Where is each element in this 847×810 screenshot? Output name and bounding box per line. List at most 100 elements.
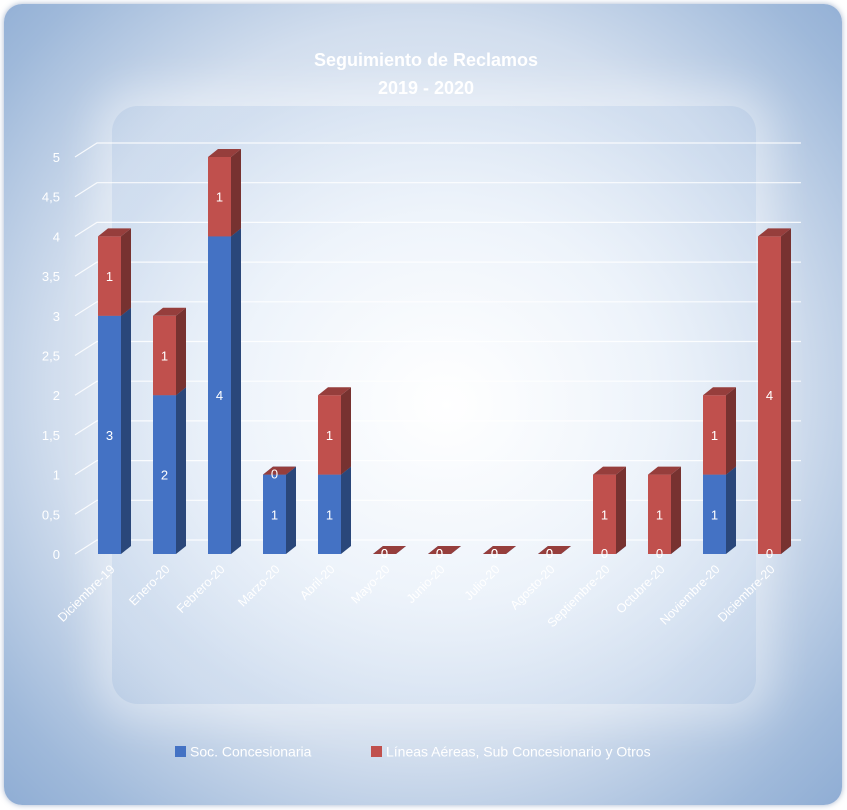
bar-top [703,387,736,396]
bar-segment [98,315,121,554]
legend: Soc. Concesionaria Líneas Aéreas, Sub Co… [175,744,651,760]
gridline [74,301,801,317]
bar-stack [483,546,516,554]
bar-side [616,466,626,554]
bar-side [286,466,296,554]
data-label: 0 [546,546,553,561]
legend-label-lineas-aereas: Líneas Aéreas, Sub Concesionario y Otros [386,744,651,760]
bar-top [318,387,351,396]
bar-stack [318,387,351,554]
bar-segment [208,236,231,554]
y-axis-ticks: 0 0,5 1 1,5 2 2,5 3 3,5 4 4,5 5 [42,150,60,562]
data-label: 1 [656,507,663,522]
x-tick-label: Julio-20 [462,562,503,603]
gridline [74,142,801,158]
y-tick-label: 0,5 [42,507,60,522]
legend-label-soc-concesionaria: Soc. Concesionaria [190,744,312,760]
gridline [74,539,801,555]
data-label: 2 [161,468,168,483]
bar-side [781,228,791,554]
x-tick-label: Abril-20 [297,562,337,602]
gridline [74,420,801,436]
bar-top [593,466,626,475]
data-label: 1 [601,507,608,522]
bar-side [176,387,186,554]
y-tick-label: 2,5 [42,349,60,364]
bar-segment [318,474,341,554]
gridline [74,261,801,277]
chart-title: Seguimiento de Reclamos [314,50,538,70]
data-label: 0 [436,546,443,561]
bar-stack [758,228,791,554]
bar-segment [98,236,121,316]
data-label: 3 [106,428,113,443]
data-label: 0 [271,467,278,482]
data-label: 4 [766,388,773,403]
bar-top [208,149,241,157]
x-tick-label: Febrero-20 [174,562,228,616]
legend-swatch-soc-concesionaria [175,746,186,757]
y-tick-label: 5 [53,150,60,165]
bar-stack [153,307,186,554]
x-axis-ticks: Diciembre-19 Enero-20 Febrero-20 Marzo-20 Ab… [55,562,777,630]
data-label: 1 [711,428,718,443]
y-tick-label: 4,5 [42,190,60,205]
bar-segment [153,315,176,396]
x-tick-label: Diciembre-20 [715,562,777,624]
data-label: 1 [271,507,278,522]
bar-top [538,546,571,554]
data-label: 1 [161,349,168,364]
y-tick-label: 2 [53,388,60,403]
y-tick-label: 1 [53,468,60,483]
bar-side [231,149,241,237]
x-tick-label: Diciembre-19 [55,562,117,624]
bar-side [726,387,736,475]
chart-subtitle: 2019 - 2020 [378,78,474,98]
bar-stack [428,546,461,554]
data-label: 0 [766,546,773,561]
data-label: 1 [216,190,223,205]
x-tick-label: Marzo-20 [235,562,282,609]
y-tick-label: 3,5 [42,269,60,284]
gridline [74,221,801,237]
data-label: 0 [546,546,553,561]
bar-top [373,546,406,554]
bar-segment [758,236,781,554]
x-tick-label: Enero-20 [126,562,172,608]
chart-frame: Seguimiento de Reclamos 2019 - 2020 0 0,5… [4,4,842,805]
gridline [74,499,801,515]
bar-stack [593,466,626,554]
bar-segment [593,474,616,554]
x-tick-label: Junio-20 [404,562,448,606]
x-tick-label: Agosto-20 [507,562,557,612]
bar-stack [263,466,296,554]
bars [98,149,791,554]
data-label: 1 [326,428,333,443]
data-label: 1 [326,507,333,522]
data-label: 1 [106,269,113,284]
bar-side [231,228,241,554]
data-label: 0 [381,546,388,561]
gridline [74,340,801,357]
bar-side [121,228,131,316]
bar-stack [98,228,131,554]
bar-top [153,307,186,316]
gridline [74,182,801,198]
chart-svg: Seguimiento de Reclamos 2019 - 2020 0 0,5… [42,50,801,760]
x-tick-label: Octubre-20 [614,562,668,616]
bar-stack [208,149,241,554]
y-tick-label: 1,5 [42,428,60,443]
bar-top [648,466,681,475]
bar-top [98,228,131,237]
legend-swatch-lineas-aereas [371,746,382,757]
data-label: 1 [711,507,718,522]
y-tick-label: 4 [53,229,60,244]
data-label: 0 [601,546,608,561]
bar-side [341,466,351,554]
bar-segment [648,474,671,554]
bar-stack [703,387,736,554]
gridlines [74,142,801,555]
bar-top [263,466,296,475]
bar-stack [373,546,406,554]
